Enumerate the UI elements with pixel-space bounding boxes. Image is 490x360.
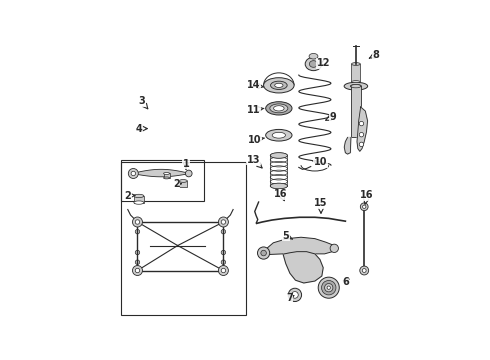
Text: 6: 6 [342,277,349,287]
Circle shape [135,260,140,264]
Bar [351,64,360,82]
Ellipse shape [273,106,284,111]
Ellipse shape [309,61,318,67]
Text: 16: 16 [360,190,374,204]
Circle shape [221,268,225,273]
Text: 15: 15 [314,198,328,213]
Polygon shape [132,169,190,177]
Circle shape [360,266,368,275]
Ellipse shape [270,104,288,113]
Text: 1: 1 [183,159,189,169]
Bar [179,181,187,186]
Circle shape [321,280,336,295]
Circle shape [135,220,140,224]
Circle shape [359,142,364,147]
Text: 12: 12 [317,58,330,68]
Polygon shape [344,138,351,154]
Circle shape [318,277,339,298]
Circle shape [221,229,225,234]
Circle shape [132,266,143,275]
Circle shape [219,266,228,275]
Circle shape [360,203,368,211]
Text: 4: 4 [136,123,147,134]
Circle shape [359,132,364,137]
Ellipse shape [270,153,288,158]
Text: 10: 10 [313,157,327,167]
Text: 2: 2 [124,191,135,201]
Circle shape [128,168,138,179]
Circle shape [327,286,330,289]
Polygon shape [357,107,368,151]
Circle shape [219,217,228,227]
Text: 14: 14 [247,80,264,90]
Text: 8: 8 [369,50,379,60]
Ellipse shape [270,81,287,90]
Ellipse shape [134,201,144,204]
Circle shape [261,250,267,256]
Bar [164,174,170,178]
Ellipse shape [309,53,318,59]
Ellipse shape [351,63,360,66]
Polygon shape [264,237,334,255]
Circle shape [221,260,225,264]
Ellipse shape [272,132,286,138]
Text: 7: 7 [286,293,294,303]
Ellipse shape [275,83,283,87]
Text: 3: 3 [138,96,148,109]
Bar [134,196,144,203]
Circle shape [132,217,143,227]
Bar [351,86,361,138]
Circle shape [221,220,225,224]
Circle shape [288,288,301,302]
Circle shape [135,268,140,273]
Ellipse shape [350,84,362,88]
Ellipse shape [264,78,294,93]
Ellipse shape [266,102,292,115]
Ellipse shape [164,172,170,175]
Text: 13: 13 [246,155,262,168]
Ellipse shape [179,180,187,183]
Bar [121,159,204,201]
Circle shape [363,205,366,208]
Ellipse shape [351,81,360,84]
Text: 16: 16 [274,189,288,201]
Circle shape [221,250,225,255]
Ellipse shape [266,129,292,141]
Bar [121,162,245,315]
Ellipse shape [351,85,361,88]
Text: 2: 2 [173,179,181,189]
Ellipse shape [134,194,144,198]
Text: 10: 10 [248,135,265,145]
Text: 5: 5 [282,231,293,241]
Ellipse shape [270,183,288,189]
Circle shape [135,250,140,255]
Text: 11: 11 [247,105,264,115]
Circle shape [185,170,192,177]
Circle shape [359,121,364,126]
Circle shape [131,171,136,176]
Circle shape [258,247,270,259]
Ellipse shape [164,177,170,179]
Circle shape [135,229,140,234]
Circle shape [324,284,333,292]
Circle shape [330,244,339,252]
Ellipse shape [344,82,368,90]
Polygon shape [283,252,323,283]
Text: 9: 9 [326,112,336,122]
Circle shape [292,292,298,298]
Circle shape [362,269,366,273]
Ellipse shape [305,57,322,71]
